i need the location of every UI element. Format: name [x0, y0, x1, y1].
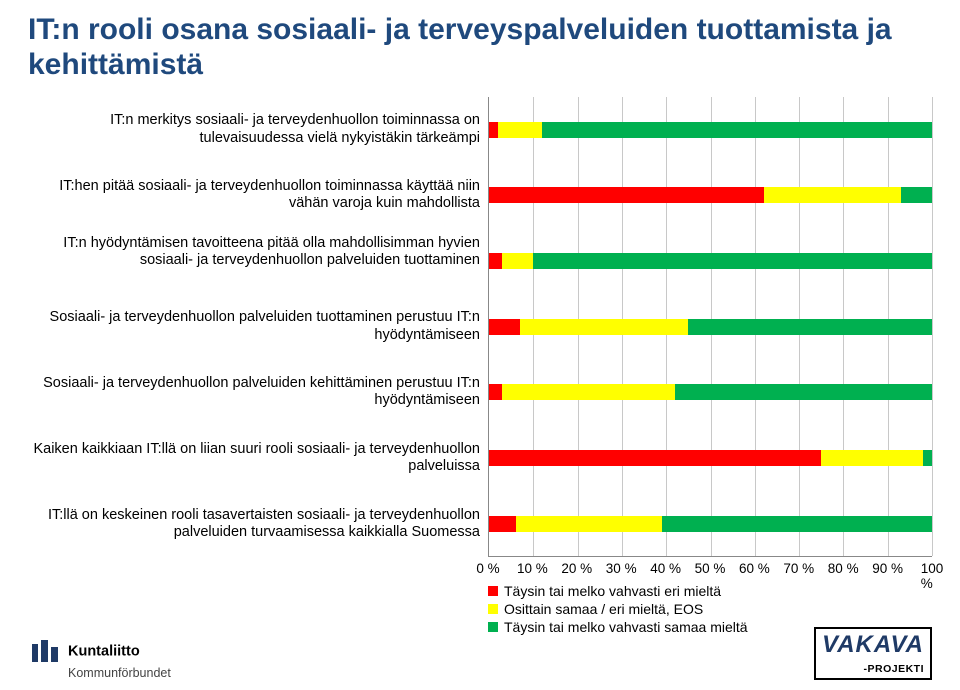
bar-segment	[764, 187, 901, 203]
category-label: Sosiaali- ja terveydenhuollon palveluide…	[28, 375, 480, 410]
category-label: IT:llä on keskeinen rooli tasavertaisten…	[28, 507, 480, 542]
bar-segment	[489, 253, 502, 269]
bar-segment	[498, 122, 542, 138]
bar-segment	[520, 319, 688, 335]
gridline	[932, 97, 933, 556]
x-tick-label: 20 %	[561, 561, 592, 576]
bar-segment	[542, 122, 932, 138]
bar-segment	[502, 384, 675, 400]
vakava-name: VAKAVA	[822, 631, 924, 658]
vakava-logo: VAKAVA -PROJEKTI	[814, 627, 932, 680]
category-label: IT:n merkitys sosiaali- ja terveydenhuol…	[28, 112, 480, 147]
bar-segment	[901, 187, 932, 203]
legend-item: Täysin tai melko vahvasti eri mieltä	[488, 583, 932, 599]
bar-row	[489, 384, 932, 400]
bar-segment	[516, 516, 662, 532]
kuntaliitto-icon	[28, 638, 62, 666]
x-tick-label: 30 %	[606, 561, 637, 576]
bar-segment	[662, 516, 932, 532]
category-label: IT:hen pitää sosiaali- ja terveydenhuoll…	[28, 178, 480, 213]
x-tick-label: 10 %	[517, 561, 548, 576]
bar-row	[489, 319, 932, 335]
bar-segment	[502, 253, 533, 269]
kuntaliitto-logo: Kuntaliitto Kommunförbundet	[28, 638, 171, 680]
x-tick-label: 90 %	[872, 561, 903, 576]
bar-row	[489, 450, 932, 466]
kuntaliitto-line1: Kuntaliitto	[68, 643, 140, 659]
bar-segment	[821, 450, 923, 466]
legend-label: Osittain samaa / eri mieltä, EOS	[504, 601, 703, 617]
legend-swatch	[488, 604, 498, 614]
x-tick-label: 60 %	[739, 561, 770, 576]
x-tick-label: 70 %	[783, 561, 814, 576]
bar-segment	[489, 187, 764, 203]
bar-segment	[923, 450, 932, 466]
bar-segment	[489, 319, 520, 335]
bar-segment	[533, 253, 932, 269]
bar-row	[489, 516, 932, 532]
bar-segment	[675, 384, 932, 400]
x-tick-label: 50 %	[695, 561, 726, 576]
bar-segment	[489, 450, 821, 466]
legend-item: Osittain samaa / eri mieltä, EOS	[488, 601, 932, 617]
x-tick-label: 0 %	[476, 561, 499, 576]
bar-row	[489, 253, 932, 269]
x-tick-label: 100 %	[921, 561, 944, 591]
vakava-sub: -PROJEKTI	[863, 663, 924, 675]
bar-segment	[489, 384, 502, 400]
bar-segment	[489, 516, 516, 532]
page-title: IT:n rooli osana sosiaali- ja terveyspal…	[28, 12, 932, 83]
category-label: Kaiken kaikkiaan IT:llä on liian suuri r…	[28, 441, 480, 476]
category-label: IT:n hyödyntämisen tavoitteena pitää oll…	[28, 235, 480, 270]
bar-row	[489, 122, 932, 138]
x-tick-label: 40 %	[650, 561, 681, 576]
legend-swatch	[488, 586, 498, 596]
kuntaliitto-line2: Kommunförbundet	[68, 666, 171, 680]
x-tick-label: 80 %	[828, 561, 859, 576]
category-label: Sosiaali- ja terveydenhuollon palveluide…	[28, 309, 480, 344]
bar-row	[489, 187, 932, 203]
bar-segment	[688, 319, 932, 335]
bar-segment	[489, 122, 498, 138]
x-axis: 0 %10 %20 %30 %40 %50 %60 %70 %80 %90 %1…	[488, 557, 932, 581]
bar-chart: IT:n merkitys sosiaali- ja terveydenhuol…	[28, 97, 932, 605]
legend-label: Täysin tai melko vahvasti eri mieltä	[504, 583, 721, 599]
